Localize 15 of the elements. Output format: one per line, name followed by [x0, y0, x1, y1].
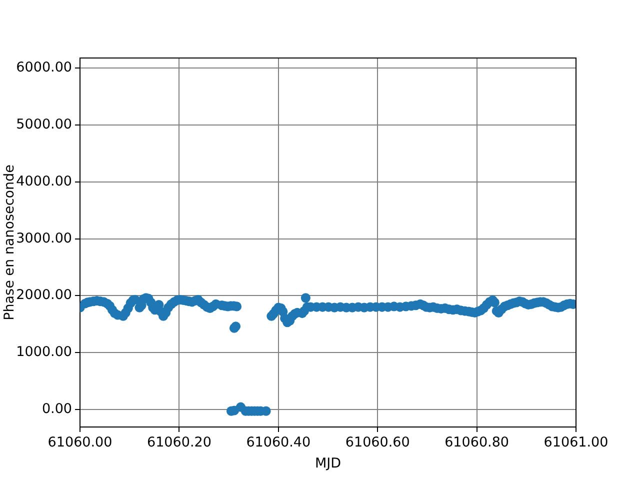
y-tick-label: 6000.00	[16, 60, 72, 76]
x-tick-label: 61060.60	[345, 434, 410, 451]
x-tick-label: 61061.00	[544, 434, 608, 451]
y-tick-label: 4000.00	[16, 173, 72, 190]
x-axis-title: MJD	[314, 455, 342, 472]
y-tick-label: 1000.00	[16, 344, 72, 360]
x-tick-label: 61060.00	[48, 434, 112, 451]
y-axis-title: Phase en nanoseconde	[2, 164, 18, 320]
y-tick-label: 5000.00	[16, 116, 72, 133]
y-tick-label: 0.00	[42, 400, 72, 417]
y-tick-label: 2000.00	[16, 287, 72, 304]
x-tick-label: 61060.80	[444, 434, 510, 451]
x-tick-label: 61060.40	[246, 434, 311, 451]
x-tick-label: 61060.20	[146, 434, 212, 451]
y-tick-label: 3000.00	[16, 230, 72, 246]
